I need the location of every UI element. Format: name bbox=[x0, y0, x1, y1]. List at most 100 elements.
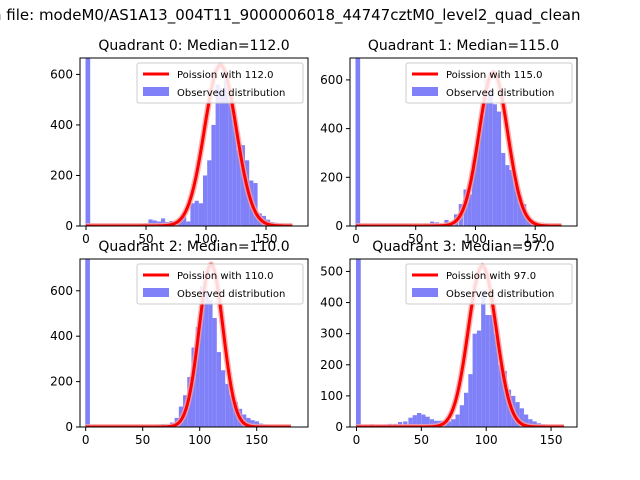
legend-patch-swatch bbox=[143, 288, 169, 297]
hist-bar bbox=[204, 290, 209, 427]
legend-label-observed: Observed distribution bbox=[177, 289, 285, 300]
hist-bar bbox=[505, 165, 510, 226]
hist-bar bbox=[225, 383, 230, 427]
x-tick-label: 50 bbox=[414, 433, 429, 447]
subplot-1: 0 50 100 150 0 200 400 600 Quadrant 1: Median=11… bbox=[320, 38, 578, 246]
hist-bar bbox=[484, 79, 489, 226]
y-tick-label: 0 bbox=[65, 219, 73, 233]
hist-bar bbox=[493, 333, 499, 427]
figure-title-text: n file: modeM0/AS1A13_004T11_9000006018_… bbox=[0, 6, 581, 24]
x-tick-label: 150 bbox=[540, 433, 563, 447]
hist-bar bbox=[523, 414, 529, 427]
y-tick-label: 600 bbox=[320, 73, 343, 87]
hist-bar bbox=[161, 218, 166, 226]
x-tick-label: 0 bbox=[82, 433, 90, 447]
y-tick-label: 0 bbox=[335, 420, 343, 434]
legend-label-poisson: Poission with 97.0 bbox=[446, 271, 536, 282]
hist-bar bbox=[476, 330, 482, 427]
hist-bar bbox=[148, 219, 153, 226]
legend-box bbox=[136, 263, 304, 305]
hist-bar bbox=[498, 364, 503, 427]
subplot-title: Quadrant 3: Median=97.0 bbox=[372, 239, 554, 255]
y-tick-label: 400 bbox=[320, 122, 343, 136]
hist-bar bbox=[464, 392, 469, 427]
hist-bar bbox=[355, 58, 361, 226]
hist-bar bbox=[246, 417, 251, 427]
subplot-title: Quadrant 2: Median=110.0 bbox=[98, 239, 289, 255]
hist-bar bbox=[492, 104, 497, 226]
axes-frame bbox=[79, 258, 309, 428]
hist-bar bbox=[501, 152, 506, 226]
hist-bar bbox=[488, 89, 493, 226]
poisson-curve bbox=[356, 264, 565, 427]
hist-bar bbox=[412, 415, 417, 427]
legend-label-observed: Observed distribution bbox=[177, 88, 285, 99]
x-tick-label: 0 bbox=[353, 433, 361, 447]
hist-bar bbox=[216, 352, 222, 427]
hist-bar bbox=[195, 327, 200, 427]
y-tick-label: 100 bbox=[320, 389, 343, 403]
figure-title: n file: modeM0/AS1A13_004T11_9000006018_… bbox=[0, 6, 640, 30]
hist-bar bbox=[429, 419, 435, 427]
x-tick-label: 50 bbox=[138, 232, 153, 246]
y-tick-label: 0 bbox=[65, 420, 73, 434]
legend: Poission with 110.0 Observed distribution bbox=[136, 263, 304, 305]
hist-bar bbox=[203, 175, 208, 226]
legend-label-observed: Observed distribution bbox=[446, 289, 554, 300]
x-tick-label: 100 bbox=[464, 232, 487, 246]
hist-bar bbox=[194, 200, 199, 226]
subplot-3: 0 50 100 150 0 100 200 300 400 500 Quadrant 3: Med… bbox=[320, 239, 578, 447]
y-tick-label: 400 bbox=[50, 118, 73, 132]
axes-frame bbox=[349, 258, 578, 428]
legend-label-poisson: Poission with 115.0 bbox=[446, 70, 542, 81]
subplot-title: Quadrant 0: Median=112.0 bbox=[98, 38, 289, 54]
hist-bar bbox=[85, 58, 91, 226]
hist-bar bbox=[207, 160, 212, 226]
x-tick-label: 100 bbox=[475, 433, 498, 447]
x-tick-label: 100 bbox=[188, 433, 211, 447]
hist-bar bbox=[471, 160, 477, 226]
hist-bar bbox=[211, 124, 216, 226]
hist-bar bbox=[416, 413, 422, 427]
hist-bar bbox=[489, 315, 494, 427]
hist-bar bbox=[459, 405, 465, 427]
x-tick-label: 50 bbox=[135, 433, 150, 447]
x-tick-label: 150 bbox=[255, 232, 278, 246]
y-tick-label: 300 bbox=[320, 327, 343, 341]
y-tick-label: 400 bbox=[50, 329, 73, 343]
y-tick-label: 200 bbox=[320, 358, 343, 372]
x-tick-label: 0 bbox=[82, 232, 90, 246]
hist-bar bbox=[232, 119, 237, 226]
hist-bar bbox=[517, 196, 523, 226]
hist-bar bbox=[519, 408, 524, 427]
hist-bar bbox=[446, 421, 452, 427]
y-tick-label: 0 bbox=[335, 219, 343, 233]
legend: Poission with 115.0 Observed distribution bbox=[405, 62, 573, 104]
hist-bar bbox=[199, 286, 205, 427]
x-tick-label: 50 bbox=[408, 232, 423, 246]
axes-frame bbox=[79, 57, 309, 227]
hist-bar bbox=[215, 84, 220, 226]
axes-frame bbox=[349, 57, 578, 227]
y-tick-label: 200 bbox=[320, 170, 343, 184]
hist-bar bbox=[355, 259, 361, 427]
hist-bar bbox=[85, 259, 90, 427]
hist-bar bbox=[253, 183, 258, 226]
x-tick-label: 0 bbox=[352, 232, 360, 246]
legend-box bbox=[405, 263, 573, 305]
poisson-curve bbox=[86, 63, 293, 226]
hist-bar bbox=[472, 333, 477, 427]
legend-patch-swatch bbox=[143, 87, 169, 96]
hist-bar bbox=[481, 290, 486, 427]
hist-bar bbox=[467, 194, 472, 226]
hist-bar bbox=[451, 419, 456, 427]
legend-label-poisson: Poission with 110.0 bbox=[177, 271, 273, 282]
legend: Poission with 112.0 Observed distribution bbox=[136, 62, 304, 104]
legend-box bbox=[405, 62, 573, 104]
hist-bar bbox=[236, 150, 241, 226]
y-tick-label: 200 bbox=[50, 168, 73, 182]
y-tick-label: 400 bbox=[320, 296, 343, 310]
y-tick-label: 500 bbox=[320, 264, 343, 278]
subplot-title: Quadrant 1: Median=115.0 bbox=[368, 38, 559, 54]
